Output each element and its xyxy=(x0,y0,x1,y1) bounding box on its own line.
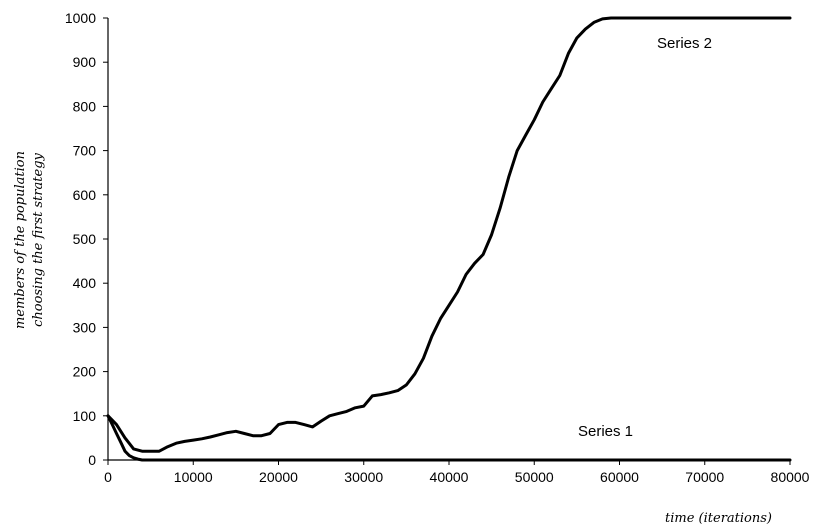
x-tick-label: 20000 xyxy=(259,469,298,485)
series-layer xyxy=(106,16,792,462)
y-tick-label: 800 xyxy=(73,98,97,114)
y-tick-label: 900 xyxy=(73,54,97,70)
x-ticks: 0 10000 20000 30000 40000 50000 60000 70000 8000… xyxy=(104,460,810,485)
series-2-label: Series 2 xyxy=(657,35,712,52)
x-tick-label: 50000 xyxy=(515,469,554,485)
x-tick-label: 0 xyxy=(104,469,112,485)
y-tick-label: 1000 xyxy=(65,10,96,26)
x-tick-label: 40000 xyxy=(430,469,469,485)
y-tick-label: 300 xyxy=(73,319,97,335)
x-tick-label: 80000 xyxy=(771,469,810,485)
y-tick-label: 500 xyxy=(73,231,97,247)
y-tick-label: 700 xyxy=(73,143,97,159)
y-tick-label: 600 xyxy=(73,187,97,203)
x-tick-label: 60000 xyxy=(600,469,639,485)
y-axis-title-line-1: members of the population xyxy=(13,151,28,329)
x-tick-label: 10000 xyxy=(174,469,213,485)
x-axis-title: time (iterations) xyxy=(665,511,772,526)
y-tick-label: 400 xyxy=(73,275,97,291)
x-tick-label: 70000 xyxy=(685,469,724,485)
x-tick-label: 30000 xyxy=(344,469,383,485)
series-1-label: Series 1 xyxy=(578,423,633,440)
y-ticks: 0 100 200 300 400 500 600 700 800 900 1000 xyxy=(65,10,108,468)
y-axis-title-line-2: choosing the first strategy xyxy=(31,152,46,326)
y-tick-label: 100 xyxy=(73,408,97,424)
series-2-line xyxy=(106,16,792,453)
y-tick-label: 200 xyxy=(73,364,97,380)
y-tick-label: 0 xyxy=(88,452,96,468)
